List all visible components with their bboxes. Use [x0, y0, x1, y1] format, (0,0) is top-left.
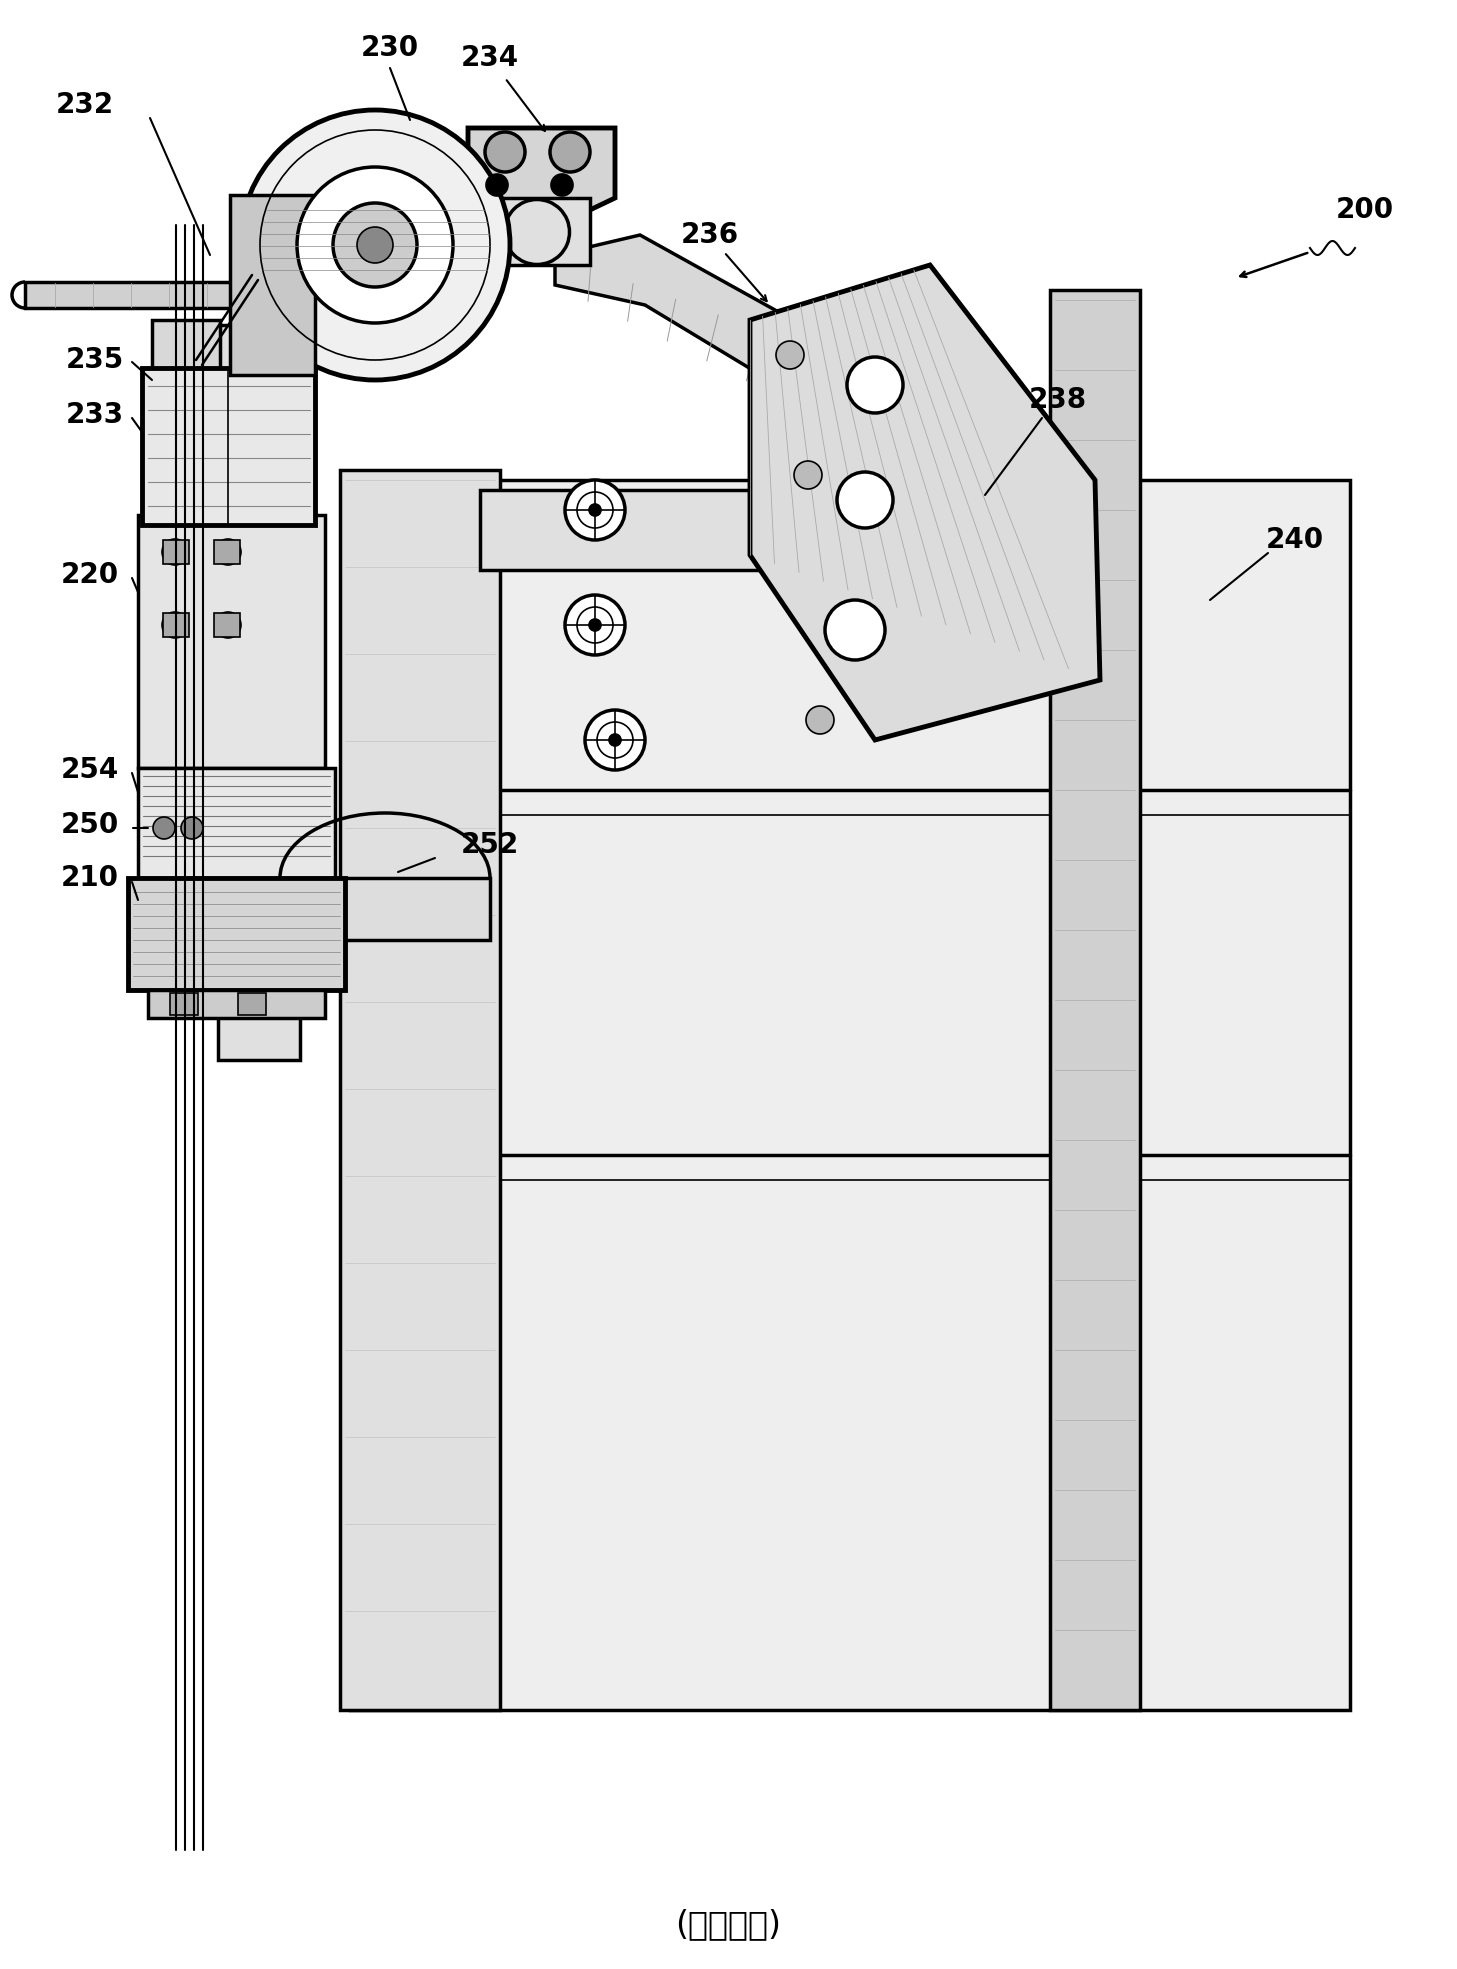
Circle shape	[836, 473, 893, 528]
Circle shape	[549, 132, 590, 171]
Text: 235: 235	[66, 347, 124, 374]
Polygon shape	[237, 992, 267, 1014]
Polygon shape	[152, 321, 220, 711]
Circle shape	[806, 707, 833, 734]
Bar	[350, 480, 1351, 1709]
Polygon shape	[230, 195, 315, 374]
Polygon shape	[280, 878, 490, 939]
Circle shape	[153, 817, 175, 839]
Text: 250: 250	[61, 811, 119, 839]
Circle shape	[565, 480, 625, 540]
Text: (现有技术): (现有技术)	[675, 1908, 781, 1941]
Circle shape	[216, 612, 240, 638]
Text: 240: 240	[1266, 526, 1324, 553]
Circle shape	[609, 734, 621, 746]
Circle shape	[589, 618, 600, 630]
Polygon shape	[170, 992, 198, 1014]
Polygon shape	[138, 768, 335, 878]
Text: 210: 210	[61, 864, 119, 892]
Polygon shape	[750, 266, 1100, 740]
Circle shape	[794, 461, 822, 488]
Polygon shape	[138, 516, 325, 768]
Circle shape	[847, 356, 903, 413]
Circle shape	[162, 540, 188, 565]
Circle shape	[777, 341, 804, 368]
Circle shape	[551, 173, 573, 197]
Circle shape	[181, 817, 203, 839]
Text: 236: 236	[680, 221, 739, 248]
Polygon shape	[128, 878, 345, 990]
Circle shape	[216, 540, 240, 565]
Circle shape	[589, 504, 600, 516]
Polygon shape	[219, 325, 300, 1059]
Circle shape	[825, 601, 884, 660]
Polygon shape	[339, 471, 500, 1709]
Circle shape	[586, 711, 645, 770]
Circle shape	[357, 226, 393, 264]
Text: 233: 233	[66, 402, 124, 429]
Text: 234: 234	[460, 43, 519, 73]
Text: 200: 200	[1336, 197, 1394, 224]
Circle shape	[240, 110, 510, 380]
Text: 238: 238	[1029, 386, 1087, 413]
Circle shape	[162, 612, 188, 638]
Polygon shape	[214, 612, 240, 638]
Circle shape	[487, 173, 508, 197]
Polygon shape	[479, 490, 761, 569]
Polygon shape	[163, 612, 189, 638]
Polygon shape	[1050, 289, 1139, 1709]
Text: 220: 220	[61, 561, 119, 589]
Polygon shape	[163, 540, 189, 563]
Circle shape	[297, 167, 453, 323]
Circle shape	[485, 132, 525, 171]
Polygon shape	[214, 540, 240, 563]
Polygon shape	[25, 282, 245, 307]
Circle shape	[334, 203, 417, 287]
Polygon shape	[485, 199, 590, 266]
Circle shape	[565, 595, 625, 656]
Polygon shape	[149, 990, 325, 1018]
Polygon shape	[555, 234, 911, 451]
Text: 252: 252	[460, 831, 519, 858]
Polygon shape	[468, 128, 615, 248]
Text: 232: 232	[55, 91, 114, 118]
Text: 230: 230	[361, 33, 420, 61]
Polygon shape	[141, 368, 315, 526]
Text: 254: 254	[61, 756, 119, 784]
